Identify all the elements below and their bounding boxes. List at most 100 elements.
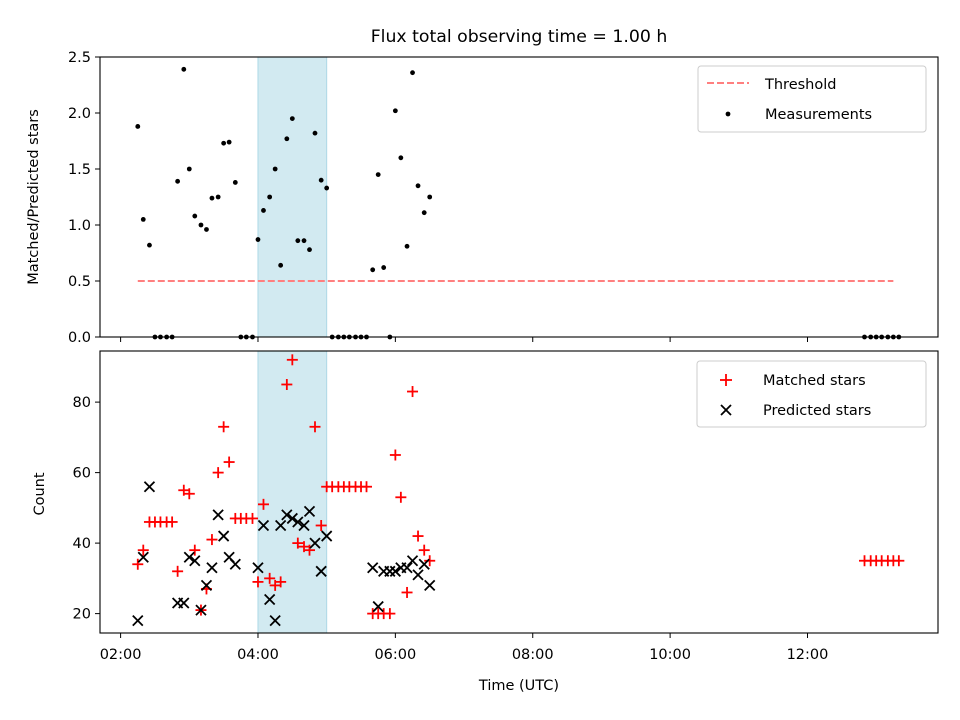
predicted-point [178,597,190,609]
legend-measurements-label: Measurements [765,107,872,123]
measurement-point [307,247,312,253]
predicted-point [212,509,224,521]
measurement-point [318,177,324,183]
matched-point [304,544,315,556]
matched-point [212,467,224,479]
bottom-y-tick-label: 20 [73,607,91,623]
x-tick-label: 08:00 [512,647,554,663]
top-y-tick-label: 1.0 [68,218,91,234]
matched-point [384,608,396,620]
measurement-point [324,185,330,191]
matched-point [223,456,235,468]
matched-point [252,576,264,588]
bottom-y-tick-label: 60 [73,466,91,482]
legend-matched-swatch [720,374,732,386]
matched-point [257,498,269,510]
matched-point [401,586,413,598]
measurement-point [272,166,278,172]
measurement-point [381,265,387,270]
matched-point [424,555,436,567]
predicted-point [229,558,241,570]
measurement-point [192,213,198,219]
top-y-tick-label: 1.5 [68,162,91,178]
predicted-point [418,558,430,570]
chart-title: Flux total observing time = 1.00 h [371,27,668,47]
matched-point [183,488,195,500]
matched-point [893,555,905,567]
top-legend: Threshold Measurements [697,65,927,133]
matched-point [407,386,419,398]
matched-point [189,544,201,556]
measurement-point [295,238,301,244]
predicted-point [298,519,310,532]
measurement-point [398,155,404,161]
measurement-point [410,70,415,76]
matched-point [389,449,401,461]
measurement-point [415,183,421,189]
x-tick-label: 06:00 [374,647,416,663]
measurement-point [226,139,232,145]
predicted-point [286,512,298,525]
bottom-y-axis-label: Count [32,472,48,515]
matched-point [206,534,218,546]
matched-point [315,519,327,531]
measurement-point [267,194,273,200]
predicted-point [269,615,281,627]
measurement-point [204,227,209,232]
matched-point [361,481,373,493]
measurement-point [312,130,318,136]
measurement-point [284,136,290,142]
predicted-point [292,516,304,528]
measurement-point [289,116,295,121]
top-y-tick-label: 2.5 [68,50,91,66]
x-tick-label: 12:00 [787,647,829,663]
top-axes-frame [99,56,939,338]
measurement-point [392,108,398,114]
predicted-point [189,555,201,567]
legend-predicted-label: Predicted stars [763,403,871,419]
measurement-point [198,222,204,228]
predicted-point [143,481,156,493]
matched-point [281,378,293,390]
measurement-point [427,194,433,200]
measurement-point [215,194,221,200]
highlight-span [257,350,328,634]
measurement-point [209,195,215,201]
measurement-point [301,238,307,244]
predicted-point [401,562,413,574]
predicted-point [406,555,419,567]
matched-point [275,576,287,588]
matched-point [132,558,144,570]
predicted-point [367,562,379,574]
matched-point [264,572,276,584]
predicted-point [200,579,213,592]
predicted-point [137,551,149,563]
measurement-point [175,178,181,184]
predicted-point [257,519,270,532]
measurement-point [140,217,146,222]
legend-predicted-swatch [720,404,732,416]
matched-point [137,544,149,556]
x-tick-label: 04:00 [237,647,279,663]
matched-point [418,544,430,556]
top-y-tick-label: 0.5 [68,274,91,290]
top-y-tick-label: 0.0 [68,330,91,346]
predicted-point [264,593,276,606]
matched-point [395,491,407,503]
bottom-y-tick-label: 80 [73,395,91,411]
predicted-point [372,600,384,613]
legend-threshold-label: Threshold [764,77,836,93]
bottom-y-tick-label: 40 [73,536,91,552]
matched-point [286,354,298,366]
matched-point [218,421,230,433]
matched-point [309,421,321,433]
measurement-point [370,267,376,273]
x-tick-label: 10:00 [649,647,691,663]
predicted-point [252,562,264,574]
predicted-point [309,537,321,549]
x-axis-label: Time (UTC) [478,678,559,694]
measurement-point [375,172,381,178]
predicted-point [389,565,401,577]
predicted-point [195,604,207,616]
